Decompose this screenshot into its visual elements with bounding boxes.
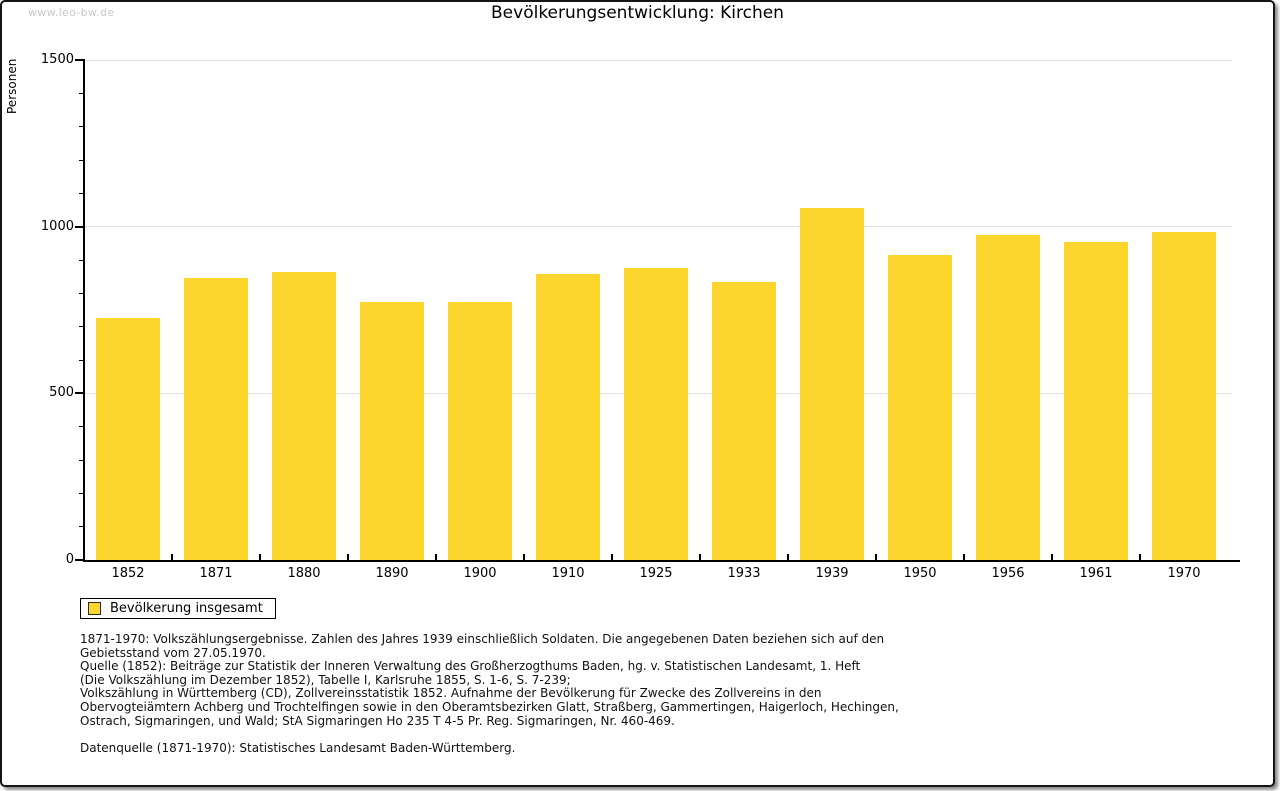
- plot-area: [84, 59, 1232, 560]
- footnote-line-6: Obervogteiämtern Achberg und Trochtelfin…: [80, 699, 899, 714]
- bar-1871: [184, 278, 248, 560]
- footnote-line-4: (Die Volkszählung im Dezember 1852), Tab…: [80, 672, 571, 687]
- y-tick-label-1000: 1000: [40, 218, 74, 234]
- x-boundary-tick-12: [1139, 554, 1141, 561]
- x-category-label-1871: 1871: [199, 566, 233, 581]
- y-minor-tick-400: [79, 426, 84, 428]
- x-category-label-1950: 1950: [903, 566, 937, 581]
- x-boundary-tick-5: [523, 554, 525, 561]
- x-boundary-tick-9: [875, 554, 877, 561]
- watermark-text: www.leo-bw.de: [28, 6, 115, 19]
- y-tick-label-500: 500: [49, 385, 74, 401]
- x-category-label-1956: 1956: [991, 566, 1025, 581]
- x-category-label-1852: 1852: [111, 566, 145, 581]
- legend-color-swatch: [88, 602, 101, 615]
- bar-1939: [800, 208, 864, 560]
- x-category-label-1961: 1961: [1079, 566, 1113, 581]
- x-boundary-tick-7: [699, 554, 701, 561]
- bar-1910: [536, 274, 600, 560]
- y-tick-label-1500: 1500: [40, 52, 74, 67]
- gridline-1500: [84, 59, 1232, 61]
- footnote-line-2: Gebietsstand vom 27.05.1970.: [80, 645, 266, 660]
- datasource-note: Datenquelle (1871-1970): Statistisches L…: [80, 741, 516, 755]
- y-minor-tick-1300: [79, 126, 84, 128]
- chart-title: Bevölkerungsentwicklung: Kirchen: [491, 3, 784, 23]
- x-boundary-tick-4: [435, 554, 437, 561]
- legend-box: Bevölkerung insgesamt: [80, 598, 276, 619]
- y-minor-tick-1200: [79, 159, 84, 161]
- x-category-label-1925: 1925: [639, 566, 673, 581]
- bar-1970: [1152, 232, 1216, 560]
- bar-1852: [96, 318, 160, 560]
- x-category-label-1880: 1880: [287, 566, 321, 581]
- x-boundary-tick-3: [347, 554, 349, 561]
- y-major-tick-500: [75, 392, 83, 395]
- y-tick-label-0: 0: [65, 552, 74, 567]
- gridline-1000: [84, 226, 1232, 228]
- legend-label: Bevölkerung insgesamt: [110, 601, 263, 616]
- bar-1950: [888, 255, 952, 560]
- footnote-line-3: Quelle (1852): Beiträge zur Statistik de…: [80, 659, 861, 674]
- y-major-tick-0: [75, 559, 83, 561]
- x-category-label-1900: 1900: [463, 566, 497, 581]
- y-axis-line: [83, 59, 85, 562]
- y-minor-tick-600: [79, 359, 84, 361]
- footnote-line-1: 1871-1970: Volkszählungsergebnisse. Zahl…: [80, 632, 885, 646]
- y-minor-tick-700: [79, 326, 84, 328]
- x-category-label-1970: 1970: [1167, 566, 1201, 581]
- y-major-tick-1000: [75, 225, 83, 228]
- x-boundary-tick-6: [611, 554, 613, 561]
- y-minor-tick-100: [79, 526, 84, 528]
- footnotes-block: 1871-1970: Volkszählungsergebnisse. Zahl…: [80, 632, 899, 728]
- y-minor-tick-900: [79, 259, 84, 261]
- y-major-tick-1500: [75, 59, 83, 61]
- bar-1890: [360, 302, 424, 560]
- bar-1880: [272, 272, 336, 560]
- x-category-label-1890: 1890: [375, 566, 409, 581]
- bar-1933: [712, 282, 776, 560]
- y-minor-tick-200: [79, 492, 84, 494]
- bar-1900: [448, 302, 512, 560]
- x-category-label-1939: 1939: [815, 566, 849, 581]
- x-category-label-1933: 1933: [727, 566, 761, 581]
- x-boundary-tick-1: [171, 554, 173, 561]
- x-category-label-1910: 1910: [551, 566, 585, 581]
- x-boundary-tick-8: [787, 554, 789, 561]
- y-minor-tick-300: [79, 459, 84, 461]
- bar-1956: [976, 235, 1040, 560]
- footnote-line-5: Volkszählung in Württemberg (CD), Zollve…: [80, 686, 822, 701]
- y-minor-tick-1100: [79, 192, 84, 194]
- bar-1925: [624, 268, 688, 560]
- x-axis-line: [83, 560, 1240, 562]
- bar-1961: [1064, 242, 1128, 560]
- footnote-line-7: Ostrach, Sigmaringen, und Wald; StA Sigm…: [80, 713, 675, 728]
- y-minor-tick-800: [79, 292, 84, 294]
- x-boundary-tick-11: [1051, 554, 1053, 561]
- y-axis-label: Personen: [5, 58, 19, 114]
- x-boundary-tick-10: [963, 554, 965, 561]
- x-boundary-tick-2: [259, 554, 261, 561]
- y-minor-tick-1400: [79, 92, 84, 94]
